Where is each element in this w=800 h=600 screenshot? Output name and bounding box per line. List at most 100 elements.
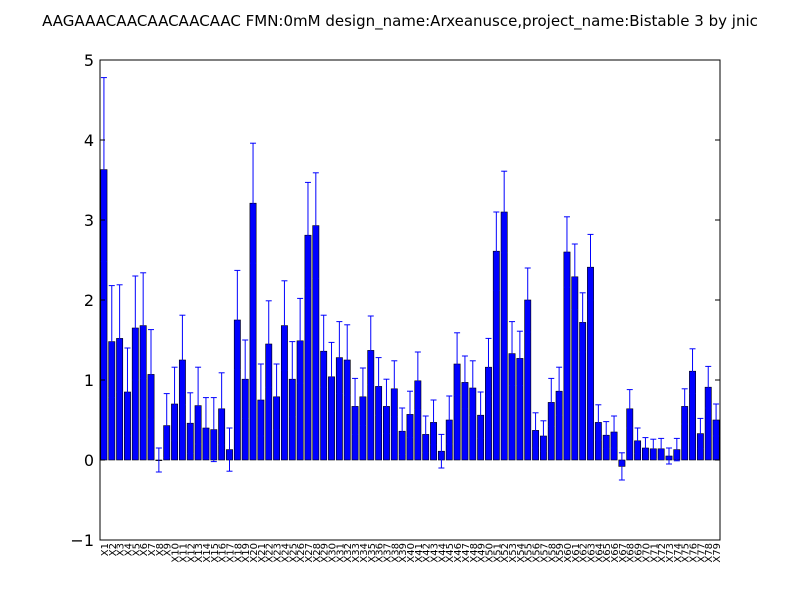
error-bar-x53	[509, 321, 516, 387]
x-tick-label: X9	[163, 543, 174, 556]
error-bar-x5	[132, 275, 139, 381]
error-bars-layer	[100, 77, 720, 481]
x-tick-label: X6	[139, 543, 150, 556]
x-tick-label: X45	[445, 543, 456, 563]
x-tick-label: X8	[155, 543, 166, 556]
x-tick-label: X78	[704, 543, 715, 563]
error-bar-x69	[634, 427, 641, 455]
error-bar-x78	[705, 365, 712, 409]
x-tick-label: X38	[390, 543, 401, 563]
x-tick-label: X58	[547, 543, 558, 563]
x-tick-label: X42	[422, 543, 433, 563]
x-tick-label: X2	[108, 543, 119, 556]
x-tick-label: X25	[288, 543, 299, 563]
error-bar-x10	[171, 366, 178, 442]
y-tick-label: 1	[84, 371, 94, 390]
x-tick-label: X54	[516, 543, 527, 563]
error-bar-x60	[563, 216, 570, 288]
error-bar-x43	[430, 399, 437, 446]
x-tick-label: X11	[178, 543, 189, 563]
x-tick-label: X16	[218, 543, 229, 563]
x-tick-label: X40	[406, 543, 417, 563]
error-bar-x50	[485, 337, 492, 397]
error-bar-x64	[595, 404, 602, 441]
x-tick-label: X41	[414, 543, 425, 563]
error-bar-x9	[163, 393, 170, 459]
x-tick-label: X61	[571, 543, 582, 563]
error-bar-x56	[532, 412, 539, 449]
x-tick-label: X59	[555, 543, 566, 563]
error-bar-x18	[234, 269, 241, 371]
x-tick-label: X79	[712, 543, 723, 563]
plot-frame	[99, 59, 721, 541]
error-bar-x38	[391, 360, 398, 418]
error-bar-x12	[187, 392, 194, 455]
x-tick-label: X34	[359, 543, 370, 563]
x-tick-label: X17	[225, 543, 236, 563]
error-bar-x73	[665, 447, 672, 465]
x-tick-label: X39	[398, 543, 409, 563]
error-bar-x40	[407, 390, 413, 439]
x-tick-label: X12	[186, 543, 197, 563]
x-tick-label: X23	[273, 543, 284, 563]
error-bar-x72	[658, 437, 665, 460]
error-bar-x7	[148, 329, 155, 420]
x-tick-label: X22	[265, 543, 276, 563]
x-tick-label: X52	[500, 543, 511, 563]
error-bar-x23	[273, 363, 280, 431]
x-tick-label: X27	[304, 543, 315, 563]
error-bar-x8	[155, 447, 162, 473]
x-tick-label: X26	[296, 543, 307, 563]
error-bar-x52	[501, 170, 508, 254]
error-bar-x54	[516, 330, 523, 387]
error-bar-x14	[202, 397, 209, 459]
x-tick-label: X72	[657, 543, 668, 563]
error-bar-x16	[218, 372, 225, 446]
bars-layer	[100, 169, 720, 467]
x-tick-label: X48	[469, 543, 480, 563]
error-bar-x3	[116, 284, 123, 393]
error-bar-x55	[524, 267, 531, 333]
error-bar-x2	[108, 285, 115, 399]
error-bar-x41	[414, 351, 421, 411]
error-bar-x19	[242, 339, 249, 419]
error-bar-x27	[304, 181, 311, 289]
error-bar-x24	[281, 280, 288, 371]
error-bar-x58	[548, 377, 555, 427]
error-bar-x46	[454, 332, 461, 396]
error-bar-x30	[328, 341, 335, 412]
x-tick-label: X13	[194, 543, 205, 563]
x-tick-label: X33	[351, 543, 362, 563]
error-bar-x31	[336, 321, 343, 395]
x-tick-label: X21	[257, 543, 268, 563]
error-bar-x34	[359, 367, 366, 427]
x-tick-label: X18	[233, 543, 244, 563]
error-bar-x11	[179, 314, 186, 406]
y-tick-label: −1	[70, 531, 94, 550]
error-bar-x29	[320, 314, 327, 388]
x-tick-label: X60	[563, 543, 574, 563]
x-tick-label: X14	[202, 543, 213, 563]
error-bar-x45	[446, 395, 453, 445]
error-bar-x26	[297, 297, 304, 384]
x-tick-label: X10	[171, 543, 182, 563]
x-tick-label: X15	[210, 543, 221, 563]
x-tick-label: X49	[477, 543, 488, 563]
error-bar-x25	[289, 341, 296, 418]
x-tick-label: X51	[492, 543, 503, 563]
x-tick-label: X70	[641, 543, 652, 563]
error-bar-x65	[603, 421, 610, 450]
x-tick-label: X76	[689, 543, 700, 563]
error-bar-x62	[579, 292, 586, 353]
x-tick-label: X57	[539, 543, 550, 563]
x-tick-label: X20	[249, 543, 260, 563]
error-bar-x6	[140, 272, 147, 379]
y-tick-label: 4	[84, 131, 94, 150]
x-tick-label: X1	[100, 543, 111, 556]
x-tick-label: X71	[649, 543, 660, 563]
error-bar-x36	[375, 357, 382, 416]
x-tick-label: X43	[430, 543, 441, 563]
x-tick-label: X30	[328, 543, 339, 563]
x-tick-label: X28	[312, 543, 323, 563]
error-bar-x49	[477, 391, 484, 439]
